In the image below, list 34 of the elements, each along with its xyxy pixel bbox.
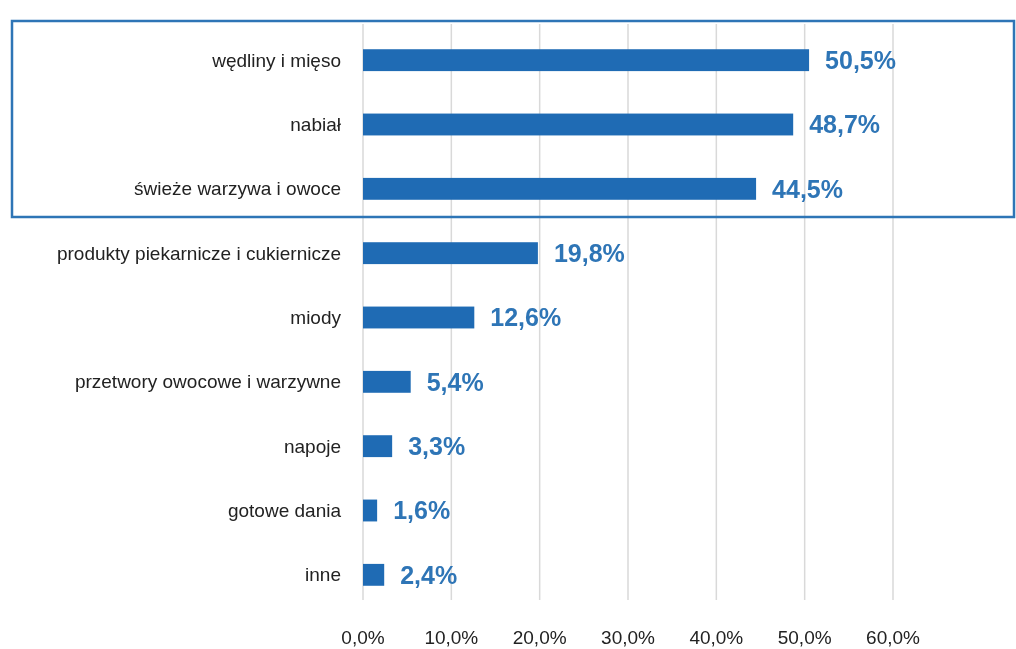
x-tick-label: 30,0% (601, 626, 656, 648)
bar (363, 435, 393, 458)
bar (363, 370, 411, 393)
x-tick-label: 20,0% (512, 626, 567, 648)
data-label: 12,6% (490, 303, 562, 332)
bar (363, 499, 378, 522)
x-tick-label: 10,0% (424, 626, 479, 648)
y-tick-label: nabiał (290, 114, 342, 136)
x-tick-label: 60,0% (866, 626, 921, 648)
data-label: 3,3% (408, 431, 466, 460)
x-tick-label: 40,0% (689, 626, 744, 648)
bar (363, 113, 794, 136)
bar (363, 242, 538, 265)
bar (363, 306, 475, 329)
data-label: 48,7% (809, 110, 881, 139)
data-label: 1,6% (393, 496, 451, 525)
bar (363, 177, 757, 200)
data-label: 44,5% (772, 174, 843, 203)
x-tick-label: 50,0% (777, 626, 832, 648)
y-tick-label: gotowe dania (227, 500, 342, 522)
y-tick-label: przetwory owocowe i warzywne (74, 371, 341, 393)
y-tick-label: produkty piekarnicze i cukiernicze (56, 242, 341, 264)
x-tick-label: 0,0% (341, 626, 385, 648)
data-label: 50,5% (825, 45, 896, 74)
data-label: 19,8% (553, 238, 625, 267)
bar (363, 49, 810, 72)
y-tick-label: wędliny i mięso (211, 49, 341, 71)
y-tick-label: miody (290, 307, 342, 329)
data-label: 2,4% (400, 560, 458, 589)
data-label: 5,4% (426, 367, 484, 396)
bar (363, 563, 385, 586)
y-tick-label: napoje (283, 435, 341, 457)
y-tick-label: świeże warzywa i owoce (134, 178, 341, 200)
y-tick-label: inne (305, 564, 341, 586)
